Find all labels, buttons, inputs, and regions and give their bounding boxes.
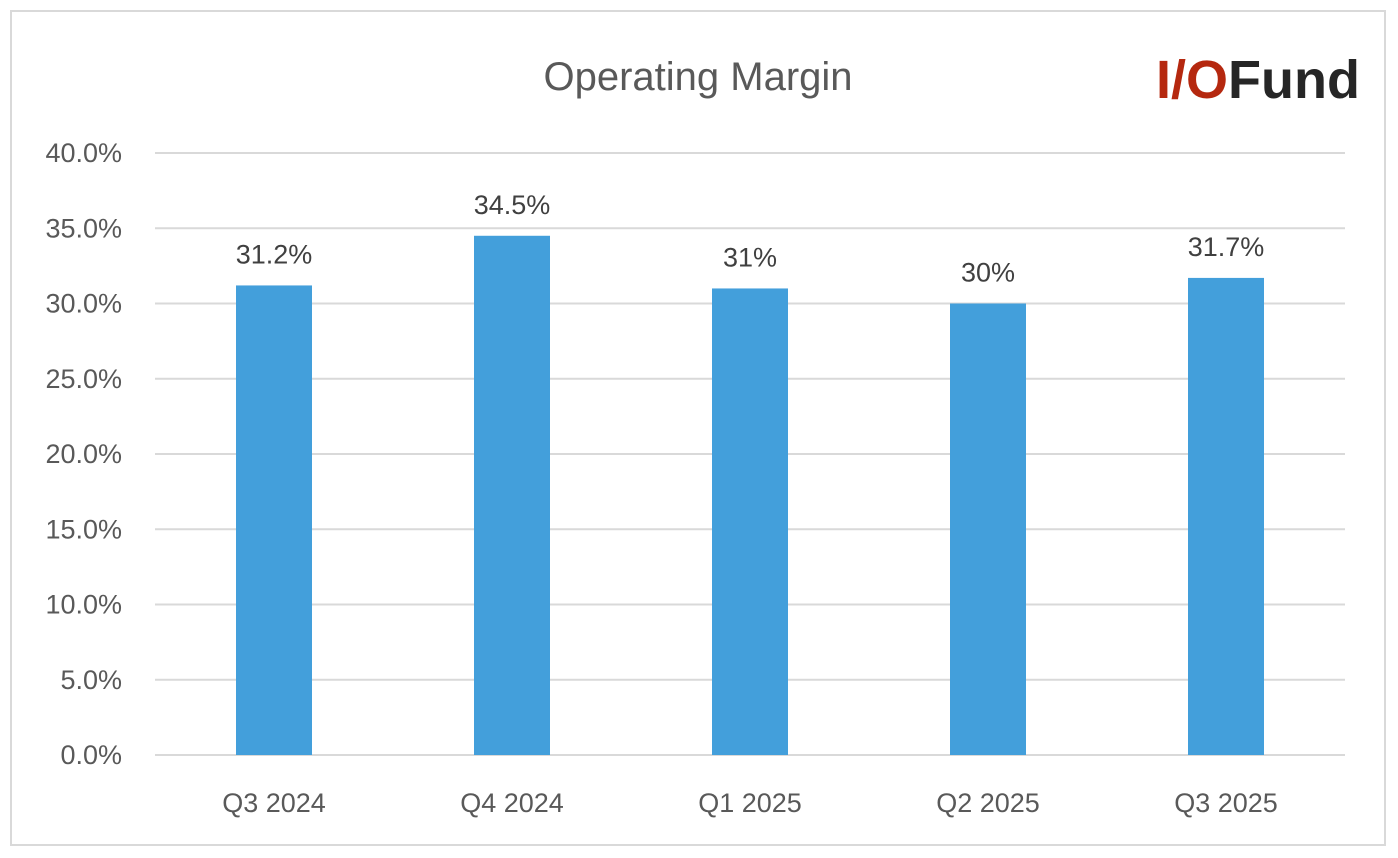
data-label: 30% [961,258,1015,288]
y-tick-label: 0.0% [60,740,122,770]
bar [1188,277,1264,755]
bar [474,235,550,755]
y-axis-ticks: 0.0% 5.0% 10.0% 15.0% 20.0% 25.0% 30.0% 35.0% 40… [45,138,122,770]
brand-logo: I/OFund [1156,50,1360,110]
y-tick-label: 35.0% [45,213,122,243]
y-tick-label: 25.0% [45,364,122,394]
data-label: 31.7% [1188,232,1265,262]
logo-part-io: I/O [1156,50,1228,110]
data-labels: 31.2% 34.5% 31% 30% 31.7% [236,190,1265,288]
bar [712,288,788,755]
logo-part-fund: Fund [1228,50,1360,110]
bars [236,235,1264,755]
data-label: 34.5% [474,190,551,220]
y-tick-label: 5.0% [60,665,122,695]
y-tick-label: 20.0% [45,439,122,469]
x-tick-label: Q3 2025 [1174,788,1278,818]
x-tick-label: Q2 2025 [936,788,1040,818]
y-tick-label: 10.0% [45,590,122,620]
data-label: 31% [723,242,777,272]
y-tick-label: 40.0% [45,138,122,168]
bar [950,303,1026,755]
chart-title: Operating Margin [543,55,852,99]
x-tick-label: Q3 2024 [222,788,326,818]
y-tick-label: 30.0% [45,289,122,319]
bar [236,285,312,755]
x-tick-label: Q1 2025 [698,788,802,818]
data-label: 31.2% [236,239,313,269]
x-axis-ticks: Q3 2024 Q4 2024 Q1 2025 Q2 2025 Q3 2025 [222,788,1278,818]
y-tick-label: 15.0% [45,514,122,544]
x-tick-label: Q4 2024 [460,788,564,818]
